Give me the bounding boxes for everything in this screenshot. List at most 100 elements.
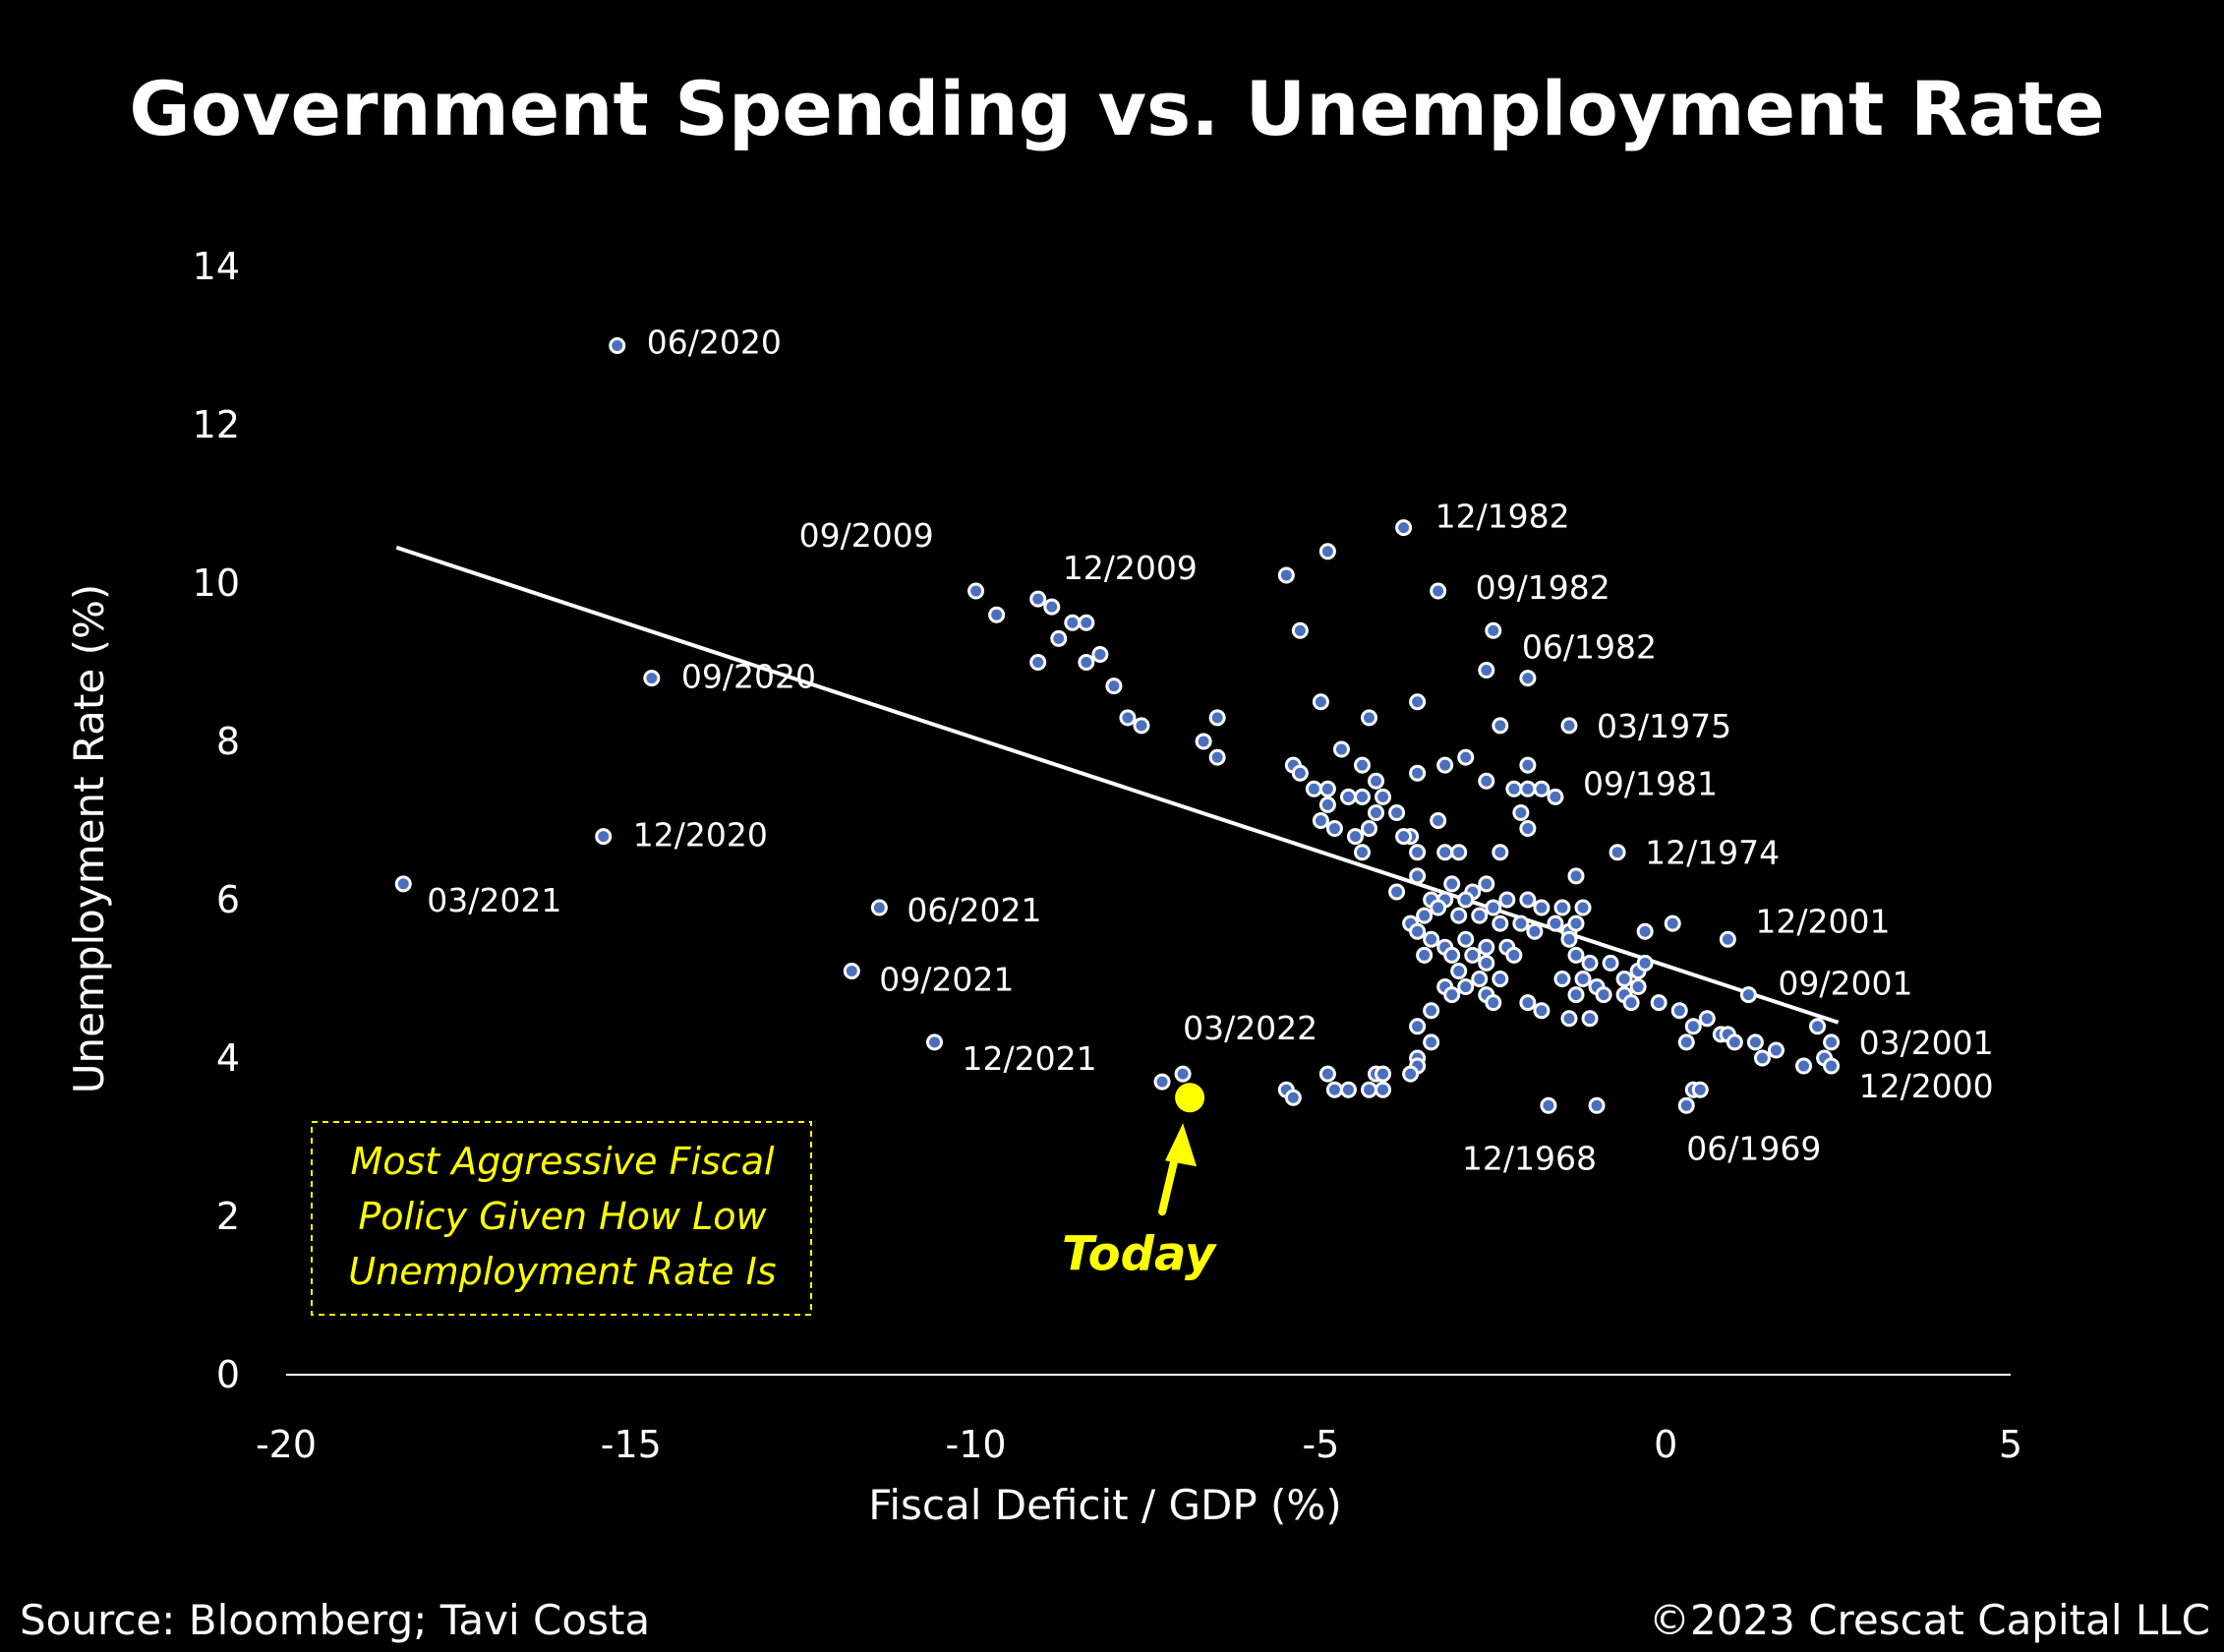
data-point-labels: 06/2020 09/2020 12/2020 03/2021 06/2021 09/20… bbox=[427, 324, 1993, 1178]
data-point bbox=[1636, 922, 1654, 940]
x-tick-label: -20 bbox=[256, 1423, 317, 1466]
labeled-data-point bbox=[926, 1033, 944, 1051]
chart-title: Government Spending vs. Unemployment Rat… bbox=[129, 65, 2104, 152]
data-point bbox=[1615, 971, 1633, 987]
data-point bbox=[1588, 1096, 1606, 1114]
source-footnote: Source: Bloomberg; Tavi Costa bbox=[20, 1596, 650, 1644]
labeled-data-point bbox=[609, 337, 626, 354]
data-point bbox=[1664, 914, 1681, 932]
y-axis-label: Unemployment Rate (%) bbox=[65, 584, 113, 1094]
labeled-data-point bbox=[1540, 1096, 1557, 1114]
data-point bbox=[1471, 907, 1489, 924]
data-point bbox=[1291, 621, 1309, 639]
data-point bbox=[1526, 922, 1544, 940]
labeled-data-point bbox=[1677, 1096, 1695, 1114]
data-point bbox=[1512, 914, 1530, 932]
labeled-data-point bbox=[1519, 670, 1537, 687]
data-point-label: 12/1982 bbox=[1435, 498, 1570, 536]
labeled-data-point bbox=[1430, 582, 1447, 600]
data-point bbox=[1677, 1033, 1695, 1051]
labeled-data-point bbox=[1739, 986, 1757, 1004]
data-point-label: 12/2001 bbox=[1755, 902, 1890, 940]
y-tick-label: 14 bbox=[193, 245, 240, 288]
labeled-data-points bbox=[394, 337, 1841, 1114]
data-point bbox=[1547, 914, 1564, 932]
data-point bbox=[1698, 1010, 1716, 1028]
data-point bbox=[1533, 780, 1551, 797]
data-point bbox=[1457, 930, 1475, 948]
data-point-label: 09/2021 bbox=[879, 960, 1014, 998]
data-point bbox=[1726, 1033, 1743, 1051]
data-point bbox=[1361, 1081, 1378, 1098]
data-point bbox=[1560, 1010, 1578, 1028]
data-point bbox=[1492, 914, 1509, 932]
labeled-data-point bbox=[967, 582, 985, 600]
data-point bbox=[1443, 986, 1461, 1004]
data-point bbox=[1464, 946, 1482, 964]
data-point bbox=[1457, 891, 1475, 909]
data-point bbox=[1691, 1081, 1709, 1098]
data-point bbox=[1409, 844, 1427, 861]
data-point bbox=[1409, 922, 1427, 940]
data-point bbox=[1430, 899, 1447, 916]
data-point bbox=[1478, 938, 1495, 956]
data-point bbox=[1064, 614, 1082, 631]
data-point bbox=[1767, 1041, 1785, 1059]
data-point bbox=[1375, 1065, 1392, 1083]
labeled-data-point bbox=[1609, 844, 1626, 861]
data-point bbox=[1375, 788, 1392, 805]
data-point bbox=[1312, 812, 1329, 829]
data-point-label: 06/1969 bbox=[1686, 1129, 1821, 1167]
data-point bbox=[1567, 986, 1585, 1004]
data-point bbox=[1318, 780, 1336, 797]
data-point bbox=[1305, 780, 1322, 797]
data-point bbox=[1457, 978, 1475, 996]
data-point bbox=[1353, 756, 1371, 774]
data-point bbox=[1409, 1018, 1427, 1035]
data-point-label: 12/2000 bbox=[1859, 1067, 1994, 1105]
data-point-label: 03/1975 bbox=[1597, 707, 1731, 745]
x-tick-label: 0 bbox=[1654, 1423, 1677, 1466]
data-point bbox=[1505, 946, 1523, 964]
data-point bbox=[1492, 971, 1509, 987]
data-point bbox=[1519, 820, 1537, 838]
data-point-label: 12/1974 bbox=[1645, 834, 1780, 872]
data-point bbox=[1436, 844, 1454, 861]
data-point bbox=[1443, 946, 1461, 964]
data-point-label: 09/1982 bbox=[1476, 568, 1610, 607]
data-point bbox=[1325, 820, 1343, 838]
data-point bbox=[1277, 566, 1295, 584]
labeled-data-point bbox=[1029, 590, 1047, 608]
data-point bbox=[1478, 875, 1495, 893]
data-point bbox=[1595, 986, 1612, 1004]
labeled-data-point bbox=[643, 670, 661, 687]
data-point bbox=[1574, 899, 1592, 916]
x-tick-label: 5 bbox=[1999, 1423, 2022, 1466]
annotation-line-1: Most Aggressive Fiscal bbox=[350, 1140, 775, 1183]
data-point bbox=[1312, 693, 1329, 711]
data-point bbox=[1457, 748, 1475, 766]
data-point bbox=[1795, 1057, 1813, 1075]
labeled-data-point bbox=[843, 962, 860, 979]
data-point bbox=[1450, 844, 1468, 861]
data-point bbox=[1567, 914, 1585, 932]
data-point bbox=[1318, 796, 1336, 813]
data-point bbox=[1602, 954, 1619, 972]
data-point bbox=[1553, 899, 1571, 916]
data-point bbox=[1368, 772, 1385, 790]
data-point-label: 06/1982 bbox=[1522, 628, 1657, 667]
data-point bbox=[1636, 954, 1654, 972]
data-point bbox=[1133, 717, 1150, 735]
data-point bbox=[1395, 828, 1413, 846]
data-point-label: 09/1981 bbox=[1583, 764, 1718, 802]
data-point bbox=[1339, 1081, 1357, 1098]
data-point bbox=[1629, 978, 1647, 996]
data-points bbox=[988, 543, 1834, 1114]
data-point bbox=[1670, 1002, 1688, 1020]
data-point bbox=[1650, 994, 1668, 1012]
data-point bbox=[1325, 1081, 1343, 1098]
data-point bbox=[1574, 971, 1592, 987]
data-point-label: 09/2009 bbox=[799, 516, 934, 555]
